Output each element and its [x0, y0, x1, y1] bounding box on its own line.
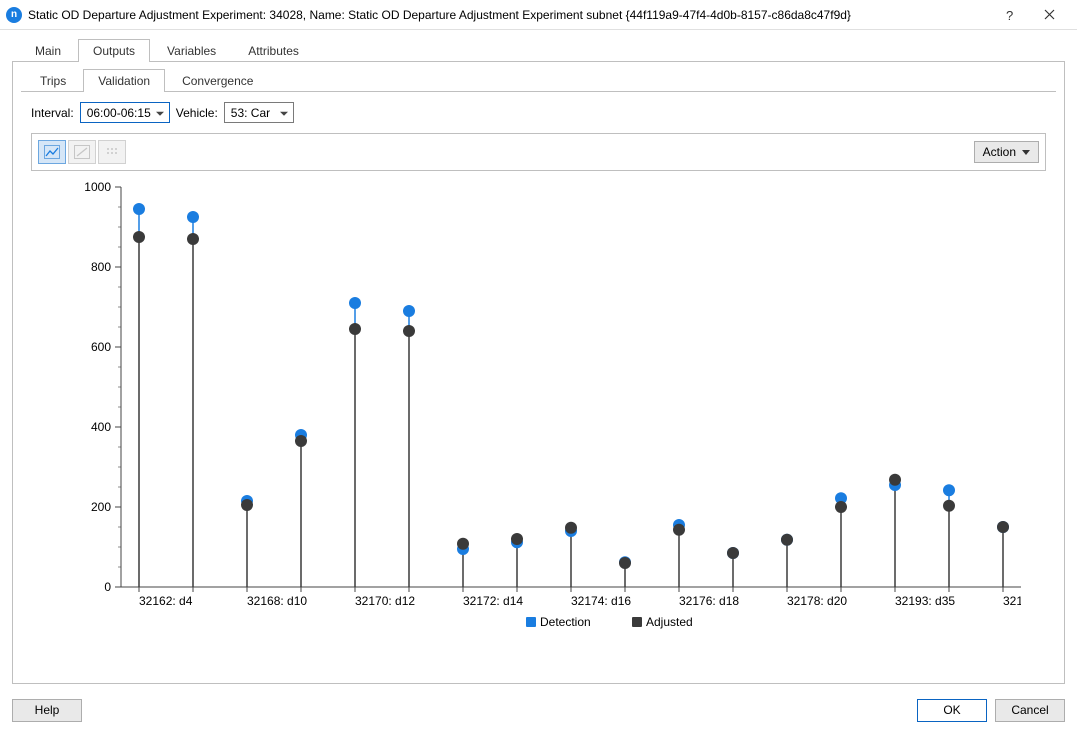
cancel-button[interactable]: Cancel — [995, 699, 1065, 722]
interval-value: 06:00-06:15 — [87, 106, 151, 120]
svg-text:32174: d16: 32174: d16 — [571, 594, 631, 608]
svg-text:200: 200 — [91, 500, 111, 514]
vehicle-label: Vehicle: — [176, 106, 218, 120]
interval-label: Interval: — [31, 106, 74, 120]
chart-mode-group — [38, 140, 126, 164]
help-icon[interactable]: ? — [989, 1, 1029, 29]
tab-validation[interactable]: Validation — [83, 69, 165, 92]
svg-text:32193: d35: 32193: d35 — [895, 594, 955, 608]
tab-trips[interactable]: Trips — [25, 69, 81, 92]
svg-text:800: 800 — [91, 260, 111, 274]
tab-main[interactable]: Main — [20, 39, 76, 62]
help-button[interactable]: Help — [12, 699, 82, 722]
tab-convergence[interactable]: Convergence — [167, 69, 268, 92]
svg-text:Adjusted: Adjusted — [646, 615, 693, 629]
action-label: Action — [983, 145, 1016, 159]
svg-text:600: 600 — [91, 340, 111, 354]
svg-text:?: ? — [1006, 9, 1013, 21]
svg-text:32170: d12: 32170: d12 — [355, 594, 415, 608]
close-icon[interactable] — [1029, 1, 1069, 29]
svg-text:1000: 1000 — [84, 180, 111, 194]
svg-text:32176: d18: 32176: d18 — [679, 594, 739, 608]
svg-text:32162: d4: 32162: d4 — [139, 594, 193, 608]
main-content: Main Outputs Variables Attributes Trips … — [0, 30, 1077, 688]
chart-alt1-icon[interactable] — [68, 140, 96, 164]
svg-text:32168: d10: 32168: d10 — [247, 594, 307, 608]
tab-attributes[interactable]: Attributes — [233, 39, 314, 62]
tabs-top: Main Outputs Variables Attributes — [12, 38, 1065, 62]
ok-button[interactable]: OK — [917, 699, 987, 722]
controls-row: Interval: 06:00-06:15 Vehicle: 53: Car — [31, 102, 1046, 123]
interval-select[interactable]: 06:00-06:15 — [80, 102, 170, 123]
app-icon: n — [6, 7, 22, 23]
tab-variables[interactable]: Variables — [152, 39, 231, 62]
vehicle-value: 53: Car — [231, 106, 270, 120]
outputs-panel: Trips Validation Convergence Interval: 0… — [12, 62, 1065, 684]
svg-text:400: 400 — [91, 420, 111, 434]
chart-area: 0 200 400 600 800 1000 32162: d4 32168: d10 3217… — [31, 177, 1046, 671]
validation-chart: 0 200 400 600 800 1000 32162: d4 32168: d10 3217… — [31, 177, 1021, 637]
chart-toolbar: Action — [31, 133, 1046, 171]
window-title: Static OD Departure Adjustment Experimen… — [28, 8, 989, 22]
vehicle-select[interactable]: 53: Car — [224, 102, 294, 123]
tabs-sub: Trips Validation Convergence — [21, 68, 1056, 92]
svg-text:32172: d14: 32172: d14 — [463, 594, 523, 608]
svg-text:0: 0 — [104, 580, 111, 594]
svg-text:32195: d37: 32195: d37 — [1003, 594, 1021, 608]
tab-outputs[interactable]: Outputs — [78, 39, 150, 62]
action-button[interactable]: Action — [974, 141, 1039, 163]
svg-text:Detection: Detection — [540, 615, 591, 629]
svg-text:32178: d20: 32178: d20 — [787, 594, 847, 608]
chart-grid-icon[interactable] — [98, 140, 126, 164]
window-titlebar: n Static OD Departure Adjustment Experim… — [0, 0, 1077, 30]
footer: Help OK Cancel — [0, 688, 1077, 732]
chart-line-icon[interactable] — [38, 140, 66, 164]
validation-panel: Interval: 06:00-06:15 Vehicle: 53: Car — [21, 92, 1056, 675]
